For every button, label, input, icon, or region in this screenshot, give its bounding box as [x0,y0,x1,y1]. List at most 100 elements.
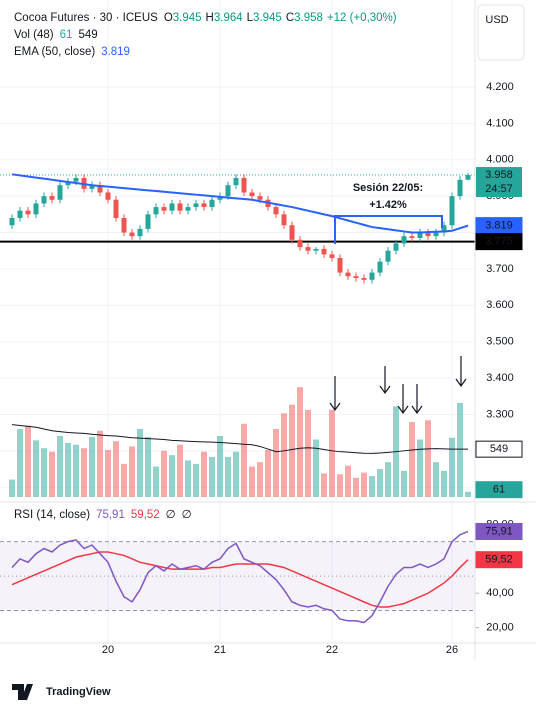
candle-body [233,177,239,186]
y-tick-label: 3.500 [486,336,514,348]
candle-body [465,175,471,180]
volume-bar [369,476,375,497]
volume-bar [401,470,407,497]
volume-bar [465,491,471,497]
currency-box[interactable] [477,4,525,61]
volume-ma-value: 549 [78,29,97,41]
volume-bar [329,409,335,497]
volume-bar [217,436,223,497]
volume-bar [41,448,47,497]
volume-bar [113,441,119,497]
candle-body [433,232,439,237]
rsi-badge: 75,91 [485,525,513,537]
volume-bar [169,455,175,497]
arrow [397,384,409,415]
currency[interactable]: USD [485,14,508,26]
candle-body [305,247,311,251]
candle-body [153,207,159,215]
x-tick-label: 26 [446,644,458,656]
volume-bar [441,470,447,497]
candle-body [249,192,255,197]
volume-bar [353,477,359,497]
volume-bar [425,420,431,497]
volume-bar [177,444,183,497]
y-tick-label: 4.100 [486,117,514,129]
volume-bar [457,402,463,497]
candle-body [121,217,127,233]
volume-bar [65,442,71,497]
rsi-value: 75,91 [96,509,125,521]
candle-body [345,272,351,277]
volume-bar [321,473,327,497]
candle-body [17,210,23,218]
brand: TradingView [46,686,111,698]
volume-bar [241,423,247,497]
volume-bar [281,413,287,497]
volume-bar [73,444,79,497]
candle-body [129,232,135,237]
volume-bar [105,449,111,497]
volume-bar [9,479,15,497]
y-tick-label: 3.700 [486,263,514,275]
candle-body [385,250,391,262]
candle-body [201,203,207,208]
candle-body [89,185,95,189]
ema-name: EMA (50, close) [14,46,95,58]
arrows [329,356,467,415]
change: +12 (+0,30%) [327,12,397,24]
volume-bar [257,462,263,497]
volume-bar [417,439,423,497]
candle-body [209,199,215,208]
ema-line [11,173,469,234]
volume-ma-badge-box [475,440,523,458]
volume-bar [33,440,39,497]
volume-ma-line [11,424,468,454]
rsi-ma-line [11,551,469,608]
candle-body [113,199,119,218]
volume-bar [129,446,135,497]
ema-badge: 3.819 [485,220,513,232]
last-price-box [476,167,522,198]
candle-body [337,258,343,273]
candle-body [297,239,303,248]
y-tick-label: 20,00 [486,622,514,634]
candle-body [169,203,175,211]
volume-bar [49,451,55,497]
candle-body [145,214,151,229]
countdown: 24:57 [485,183,513,195]
candle-body [281,214,287,226]
rsi-ma-badge-box [475,551,523,569]
y-tick-label: 3.400 [486,372,514,384]
volume-name: Vol (48) [14,29,54,41]
volume-ma-badge: 549 [490,443,508,455]
x-tick-label: 22 [326,644,338,656]
volume-bar [297,387,303,497]
candle-body [185,207,191,211]
candle-body [73,177,79,182]
candle-body [377,261,383,273]
volume-bar [273,429,279,497]
volume-bar [81,448,87,497]
candle-body [217,196,223,200]
rsi-name: RSI (14, close) [14,509,90,521]
candle-body [289,225,295,240]
candle-body [97,185,103,193]
rsi-symbol: ∅ [182,509,192,521]
volume-bar [89,436,95,497]
legend-main: Cocoa Futures · 30 · ICEUS O3.945 H3.964 L3… [14,12,397,24]
volume-bar [57,436,63,497]
y-tick-label: 3.600 [486,299,514,311]
high-value: 3.964 [214,12,243,24]
y-tick-label: 40,00 [486,587,514,599]
candle-body [25,210,31,215]
volume-bar [345,465,351,497]
candle-body [225,185,231,197]
volume-bar [25,425,31,497]
ohlc-letter: O [164,12,173,24]
candle-body [193,203,199,208]
last-price: 3.958 [485,169,513,181]
candle-body [33,203,39,215]
arrow [329,376,341,412]
candle-body [401,236,407,244]
